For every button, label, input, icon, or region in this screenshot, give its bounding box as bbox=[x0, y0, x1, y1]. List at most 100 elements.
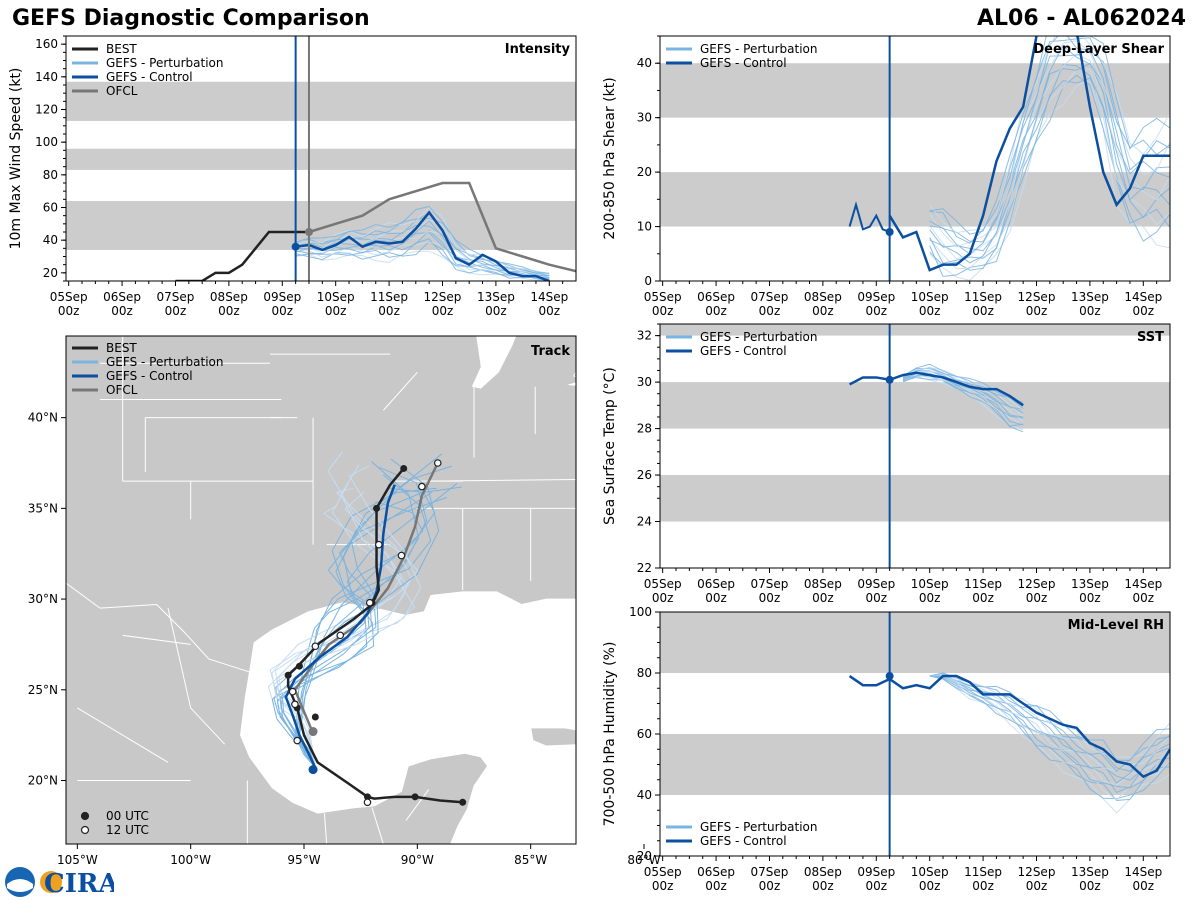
x-tick-label-hour: 00z bbox=[432, 304, 454, 318]
lon-tick-label: 85°W bbox=[514, 853, 547, 867]
best-12utc-marker bbox=[365, 598, 374, 607]
legend-label: GEFS - Perturbation bbox=[700, 820, 817, 834]
perturbation-track bbox=[299, 458, 440, 769]
x-tick-label-hour: 00z bbox=[759, 591, 781, 605]
legend-label: GEFS - Control bbox=[700, 56, 787, 70]
plot-area bbox=[660, 612, 1170, 814]
x-tick-label-date: 12Sep bbox=[1018, 290, 1056, 304]
control-line bbox=[848, 674, 1170, 779]
x-tick-label-hour: 00z bbox=[812, 304, 834, 318]
perturbation-member-line bbox=[929, 36, 1170, 235]
y-tick-label: 24 bbox=[637, 515, 652, 529]
x-tick-label-date: 07Sep bbox=[751, 290, 789, 304]
perturbation-member-line bbox=[929, 675, 1170, 801]
y-tick-label: 40 bbox=[43, 233, 58, 247]
perturbation-member-line bbox=[295, 238, 550, 281]
threshold-band bbox=[66, 81, 576, 121]
plot-frame bbox=[659, 35, 1171, 282]
y-axis-label: 200-850 hPa Shear (kt) bbox=[602, 77, 618, 239]
best-12utc-marker bbox=[291, 700, 299, 709]
perturbation-member-line bbox=[929, 675, 1170, 801]
y-tick-label: 28 bbox=[637, 422, 652, 436]
perturbation-member-line bbox=[929, 63, 1170, 264]
x-tick-label-date: 10Sep bbox=[911, 577, 949, 591]
y-tick-label: 32 bbox=[637, 329, 652, 343]
ofcl-12utc-marker bbox=[293, 736, 302, 745]
ofcl-12utc-marker bbox=[311, 642, 320, 651]
x-tick-label-date: 11Sep bbox=[964, 290, 1002, 304]
map-area bbox=[66, 336, 576, 844]
ofcl-12utc-marker bbox=[336, 631, 345, 640]
x-tick-label-date: 10Sep bbox=[911, 290, 949, 304]
legend-label: OFCL bbox=[106, 383, 138, 397]
x-tick-label-hour: 00z bbox=[919, 591, 941, 605]
control-line bbox=[888, 36, 1170, 272]
best-12utc-marker bbox=[374, 540, 383, 549]
x-tick-label-date: 13Sep bbox=[477, 290, 515, 304]
legend-label: GEFS - Control bbox=[106, 70, 193, 84]
x-tick-label-hour: 00z bbox=[1026, 591, 1048, 605]
page-title: GEFS Diagnostic Comparison bbox=[12, 6, 370, 31]
x-tick-label-date: 13Sep bbox=[1071, 865, 1109, 879]
legend-marker-00utc bbox=[80, 811, 90, 821]
control-line bbox=[295, 210, 550, 281]
x-tick-label-date: 07Sep bbox=[157, 290, 195, 304]
y-tick-label: 26 bbox=[637, 468, 652, 482]
best-line bbox=[175, 230, 309, 281]
plot-area bbox=[660, 36, 1170, 281]
y-tick-label: 60 bbox=[637, 727, 652, 741]
x-tick-label-date: 09Sep bbox=[857, 577, 895, 591]
best-00utc-marker bbox=[400, 464, 408, 472]
land-cuba bbox=[530, 727, 576, 747]
x-tick-label-date: 05Sep bbox=[644, 577, 682, 591]
x-tick-label-hour: 00z bbox=[919, 304, 941, 318]
x-tick-label-hour: 00z bbox=[865, 304, 887, 318]
cira-logo: CIRA bbox=[5, 867, 114, 898]
perturbation-member-line bbox=[902, 374, 1024, 426]
perturbation-member-line bbox=[295, 241, 550, 279]
x-tick-label-hour: 00z bbox=[1079, 304, 1101, 318]
x-tick-label-hour: 00z bbox=[705, 879, 727, 893]
x-tick-label-date: 08Sep bbox=[804, 290, 842, 304]
x-tick-label-date: 11Sep bbox=[370, 290, 408, 304]
x-tick-label-hour: 00z bbox=[1079, 879, 1101, 893]
init-marker bbox=[885, 375, 894, 384]
threshold-band bbox=[66, 148, 576, 170]
ofcl-marker bbox=[304, 228, 313, 236]
threshold-band bbox=[660, 475, 1170, 522]
x-tick-label-date: 13Sep bbox=[1071, 577, 1109, 591]
perturbation-member-line bbox=[295, 205, 550, 274]
chart-sst: 22242628303205Sep00z06Sep00z07Sep00z08Se… bbox=[602, 323, 1171, 605]
perturbation-member-line bbox=[929, 675, 1170, 789]
x-tick-label-date: 08Sep bbox=[804, 577, 842, 591]
x-tick-label-hour: 00z bbox=[759, 304, 781, 318]
x-tick-label-date: 06Sep bbox=[697, 865, 735, 879]
legend-label: OFCL bbox=[106, 84, 138, 98]
x-tick-label-hour: 00z bbox=[759, 879, 781, 893]
best-00utc-marker bbox=[363, 793, 371, 801]
x-tick-label-date: 12Sep bbox=[1018, 577, 1056, 591]
best-12utc-marker bbox=[363, 798, 372, 807]
perturbation-track bbox=[281, 486, 462, 768]
y-tick-label: 30 bbox=[637, 111, 652, 125]
x-tick-label-date: 11Sep bbox=[964, 865, 1002, 879]
ofcl-initial-marker bbox=[308, 727, 318, 737]
x-tick-label-date: 08Sep bbox=[210, 290, 248, 304]
x-tick-label-hour: 00z bbox=[1079, 591, 1101, 605]
political-border bbox=[167, 608, 226, 745]
y-tick-label: 80 bbox=[637, 666, 652, 680]
x-tick-label-date: 13Sep bbox=[1071, 290, 1109, 304]
threshold-band bbox=[66, 200, 576, 250]
perturbation-track bbox=[298, 487, 436, 769]
perturbation-track bbox=[280, 483, 458, 769]
ofcl-12utc-marker bbox=[397, 551, 406, 560]
x-tick-label-hour: 00z bbox=[378, 304, 400, 318]
perturbation-member-line bbox=[929, 40, 1170, 248]
land-mexico-us bbox=[66, 336, 576, 844]
x-tick-label-date: 14Sep bbox=[1124, 290, 1162, 304]
perturbation-member-line bbox=[929, 68, 1170, 270]
plot-area bbox=[66, 81, 576, 281]
best-track bbox=[286, 467, 463, 804]
chart-track: 105°W 100°W 95°W 90°W 85°W 80°W 20°N 25°N 30°N 35… bbox=[28, 335, 661, 867]
